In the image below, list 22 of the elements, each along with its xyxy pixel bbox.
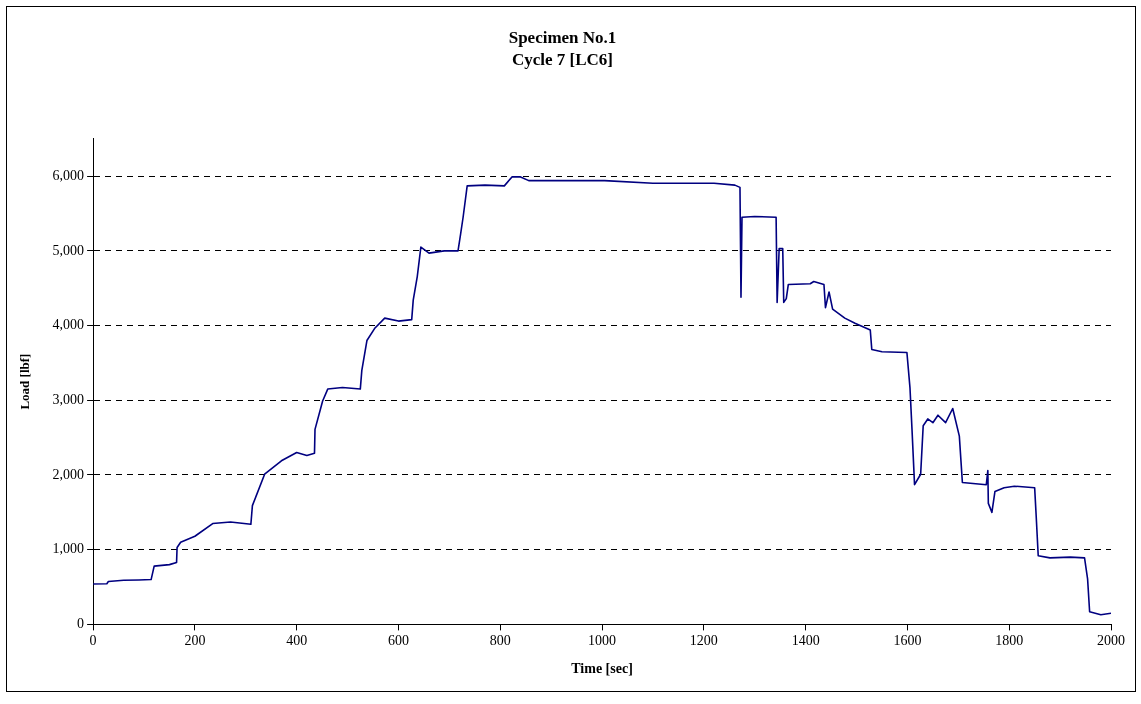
x-tick-label: 0 [89,633,97,649]
x-tick-label: 400 [286,633,308,649]
x-axis-title: Time [sec] [571,661,633,677]
x-tick-label: 2000 [1097,633,1125,649]
x-tick-label: 200 [184,633,206,649]
x-tick-label: 800 [489,633,511,649]
y-tick-label: 3,000 [52,391,85,407]
chart-title: Specimen No.1 [508,27,617,47]
x-tick-label: 1600 [893,633,922,649]
x-tick-label: 1800 [995,633,1024,649]
x-tick-label: 600 [387,633,409,649]
x-tick-label: 1000 [588,633,617,649]
y-tick-label: 1,000 [52,541,85,557]
y-axis-title: Load [lbf] [17,353,33,410]
y-tick-label: 6,000 [52,167,85,183]
x-tick-label: 1400 [791,633,820,649]
y-tick-label: 2,000 [52,466,85,482]
chart-subtitle: Cycle 7 [LC6] [511,49,614,69]
y-tick-label: 0 [77,616,85,632]
x-tick-label: 1200 [689,633,718,649]
y-tick-label: 5,000 [52,242,85,258]
y-tick-label: 4,000 [52,317,85,333]
